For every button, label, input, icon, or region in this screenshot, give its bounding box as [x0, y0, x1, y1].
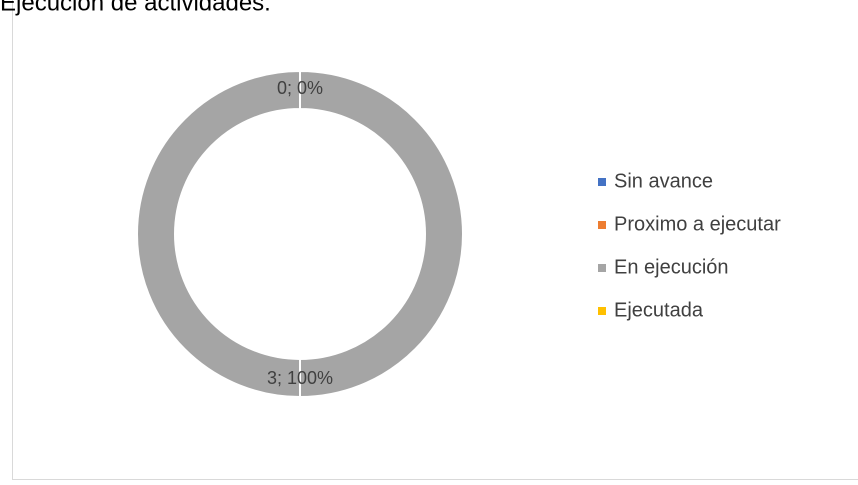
legend-swatch	[598, 221, 606, 229]
legend-swatch	[598, 178, 606, 186]
legend-swatch	[598, 307, 606, 315]
data-label: 3; 100%	[267, 368, 333, 388]
legend-label: Sin avance	[614, 170, 713, 192]
chart-title: Ejecución de actividades:	[0, 0, 271, 16]
legend-label: Proximo a ejecutar	[614, 213, 781, 235]
data-label: 0; 0%	[277, 78, 323, 98]
legend-label: Ejecutada	[614, 299, 704, 321]
legend-label: En ejecución	[614, 256, 729, 278]
legend-swatch	[598, 264, 606, 272]
